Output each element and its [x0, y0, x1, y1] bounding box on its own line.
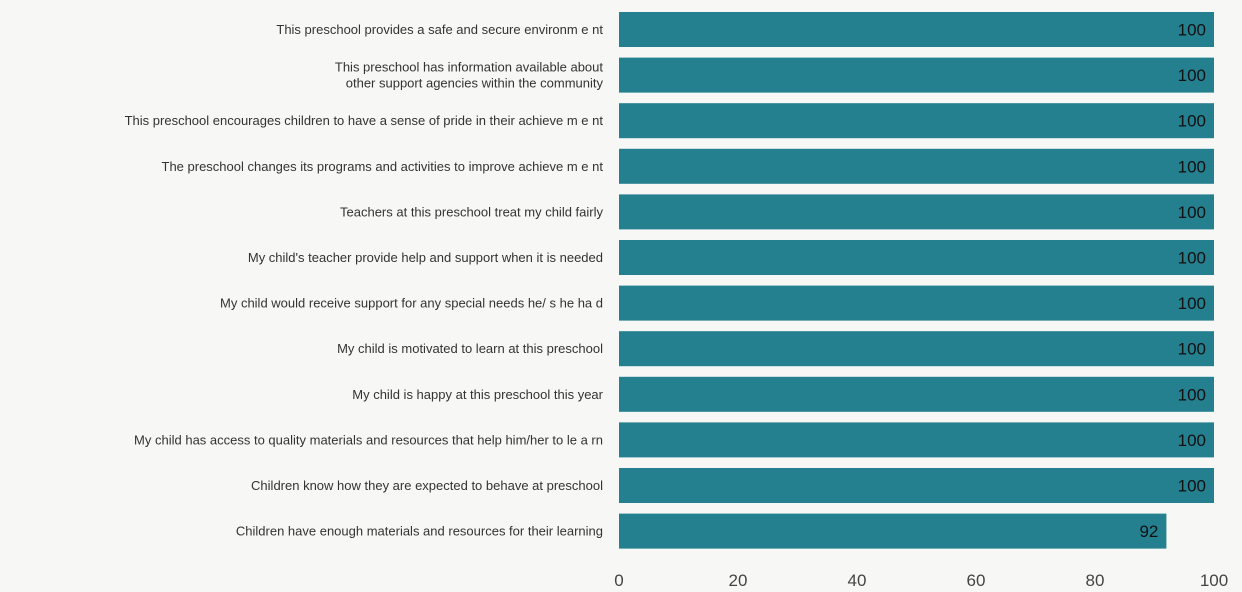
- category-label: My child is happy at this preschool this…: [352, 387, 603, 402]
- category-label: Children have enough materials and resou…: [236, 524, 603, 539]
- value-label: 100: [1178, 249, 1206, 268]
- bar: [619, 57, 1214, 93]
- x-tick-label: 0: [614, 571, 623, 590]
- bar: [619, 331, 1214, 367]
- value-label: 100: [1178, 66, 1206, 85]
- bar: [619, 513, 1167, 549]
- bar: [619, 376, 1214, 412]
- x-tick-label: 60: [967, 571, 986, 590]
- category-label: Teachers at this preschool treat my chil…: [340, 204, 603, 219]
- category-labels: This preschool provides a safe and secur…: [125, 22, 604, 539]
- category-label: My child is motivated to learn at this p…: [337, 341, 603, 356]
- category-label: This preschool provides a safe and secur…: [276, 22, 603, 37]
- value-label: 100: [1178, 112, 1206, 131]
- value-label: 100: [1178, 21, 1206, 40]
- x-tick-label: 40: [848, 571, 867, 590]
- bar: [619, 148, 1214, 184]
- category-label: Children know how they are expected to b…: [251, 478, 603, 493]
- category-label: My child would receive support for any s…: [220, 296, 603, 311]
- x-tick-label: 20: [729, 571, 748, 590]
- bar: [619, 194, 1214, 230]
- bar: [619, 12, 1214, 47]
- value-label: 100: [1178, 157, 1206, 176]
- value-label: 100: [1178, 431, 1206, 450]
- value-labels: 100 100 100 100 100 100 100 100 100 100 100 92: [1139, 21, 1206, 542]
- category-label: This preschool has information available…: [335, 60, 604, 91]
- bar: [619, 468, 1214, 503]
- bar: [619, 240, 1214, 275]
- x-axis-ticks: 0 20 40 60 80 100: [614, 571, 1228, 590]
- bar: [619, 103, 1214, 139]
- x-tick-label: 80: [1086, 571, 1105, 590]
- value-label: 100: [1178, 203, 1206, 222]
- value-label: 100: [1178, 340, 1206, 359]
- category-label: My child has access to quality materials…: [134, 432, 603, 447]
- value-label: 92: [1139, 522, 1158, 541]
- value-label: 100: [1178, 477, 1206, 496]
- category-label: My child's teacher provide help and supp…: [248, 250, 603, 265]
- category-label: The preschool changes its programs and a…: [162, 159, 604, 174]
- bars-group: [619, 12, 1214, 549]
- x-tick-label: 100: [1200, 571, 1228, 590]
- value-label: 100: [1178, 385, 1206, 404]
- category-label: This preschool encourages children to ha…: [125, 113, 604, 128]
- bar: [619, 422, 1214, 458]
- bar: [619, 285, 1214, 321]
- value-label: 100: [1178, 294, 1206, 313]
